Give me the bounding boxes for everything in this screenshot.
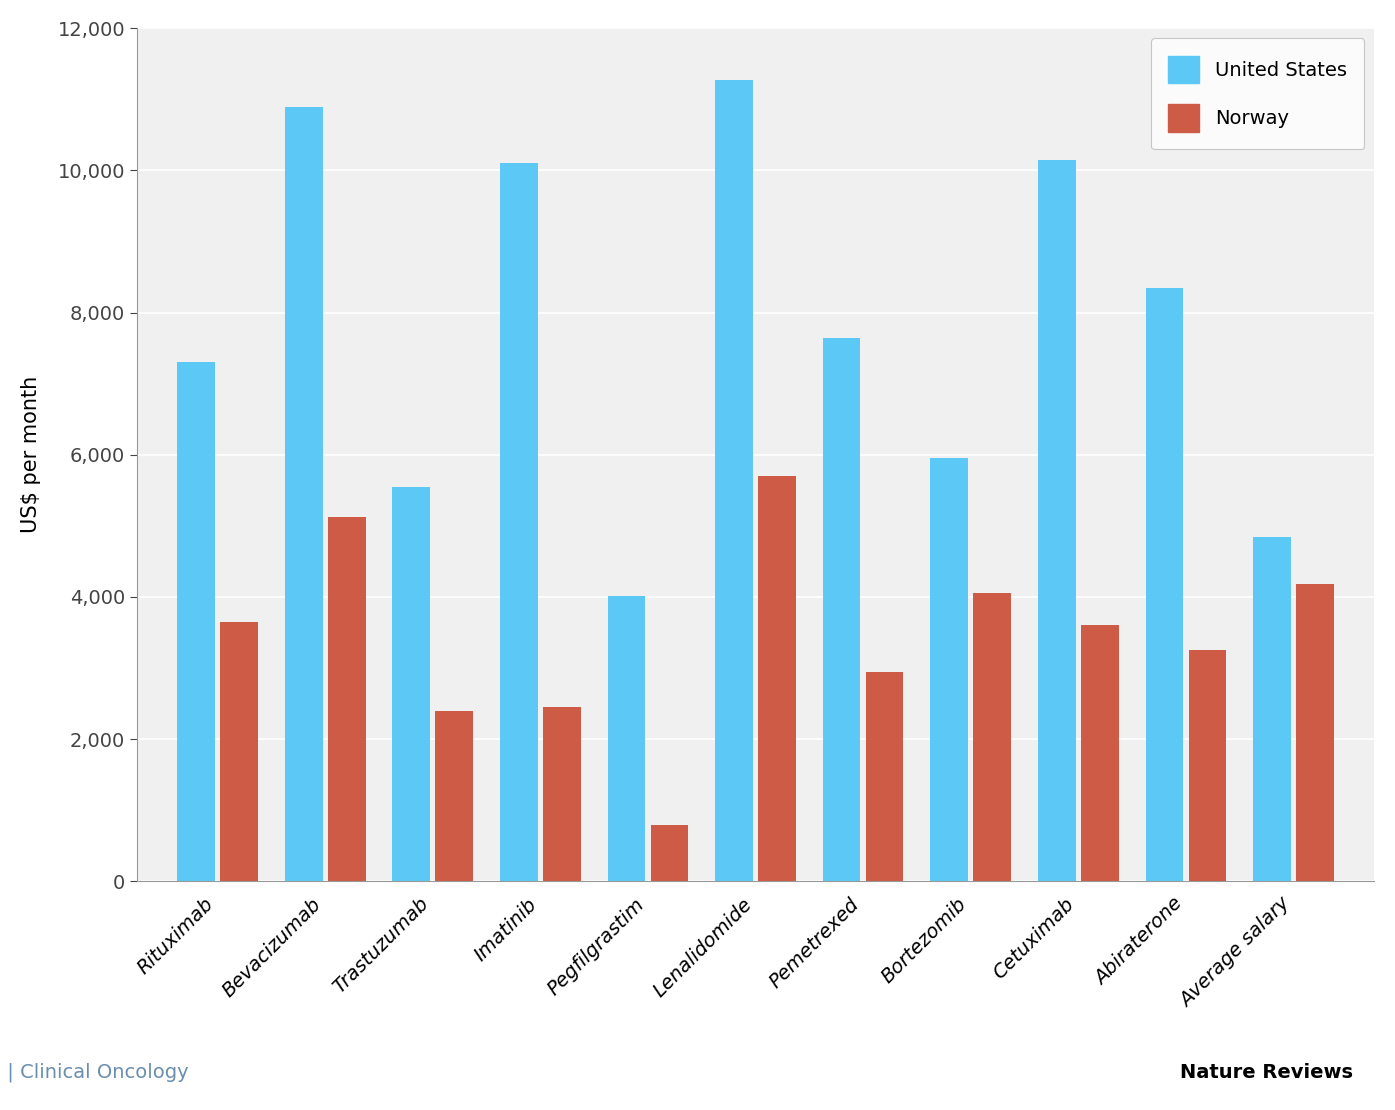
Bar [1145,287,1183,881]
Bar [1081,625,1119,881]
Bar [435,712,473,881]
Bar [974,594,1011,881]
Legend: United States, Norway: United States, Norway [1151,38,1364,150]
Bar [177,362,215,881]
Bar [1189,650,1226,881]
Bar [285,107,322,881]
Text: | Clinical Oncology: | Clinical Oncology [1,1062,188,1082]
Bar [328,517,365,881]
Bar [608,596,646,881]
Bar [543,707,580,881]
Bar [650,825,688,881]
Text: Nature Reviews: Nature Reviews [1180,1063,1353,1082]
Bar [392,487,430,881]
Y-axis label: US$ per month: US$ per month [21,376,40,534]
Bar [1253,537,1290,881]
Bar [716,80,753,881]
Bar [1038,160,1076,881]
Bar [866,672,904,881]
Bar [759,476,797,881]
Bar [499,163,537,881]
Bar [1296,584,1334,881]
Bar [220,622,258,881]
Bar [930,458,968,881]
Bar [823,337,861,881]
